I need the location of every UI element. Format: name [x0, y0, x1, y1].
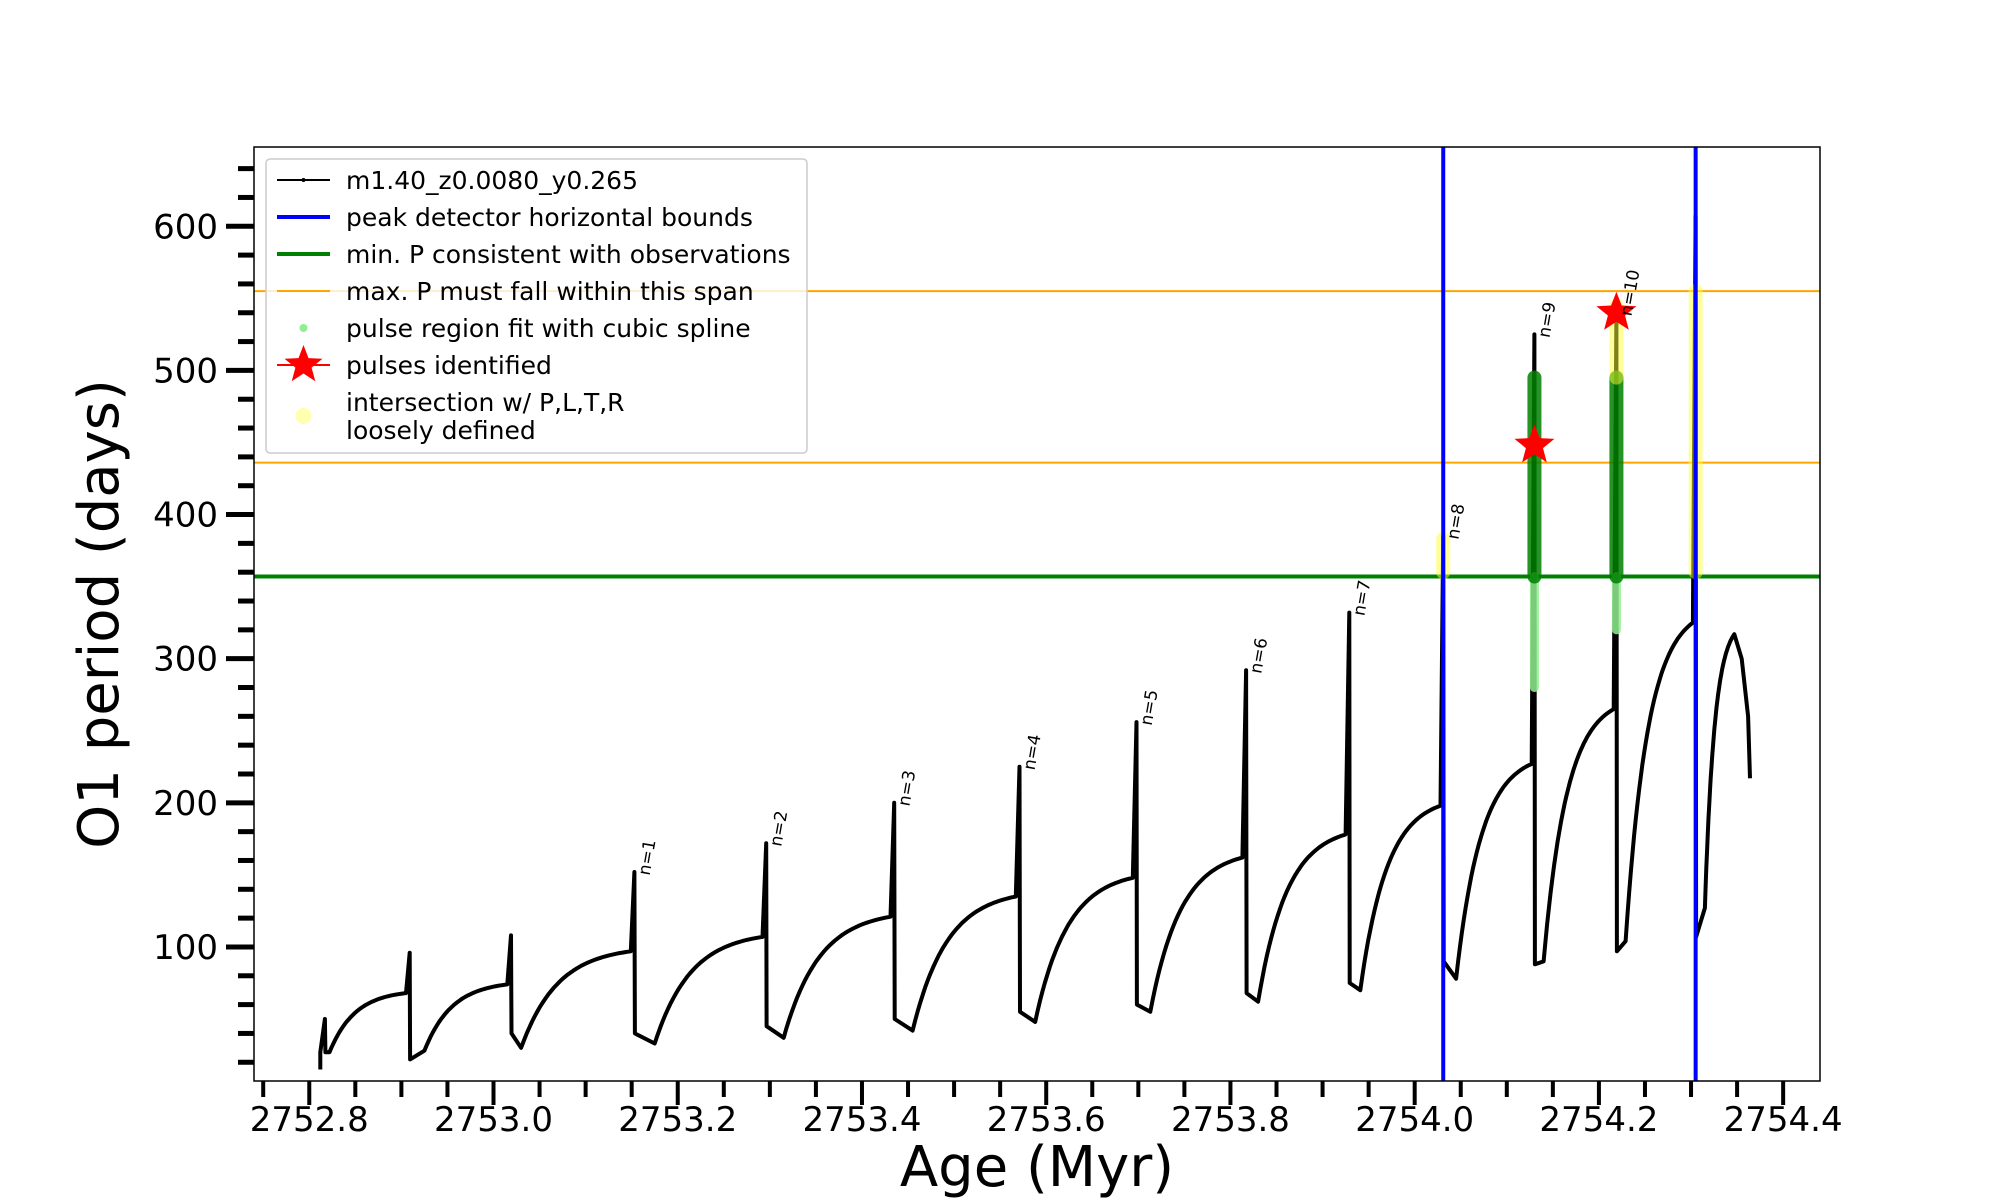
- x-tick-label: 2754.4: [1724, 1100, 1843, 1140]
- y-tick-label: 600: [153, 207, 218, 247]
- x-tick-label: 2753.2: [618, 1100, 737, 1140]
- plot-frame: [253, 146, 1821, 1082]
- legend-label: intersection w/ P,L,T,R: [346, 388, 625, 417]
- legend-label: m1.40_z0.0080_y0.265: [346, 166, 638, 195]
- pulse-star-1: [1596, 291, 1637, 330]
- x-tick-label: 2753.6: [987, 1100, 1106, 1140]
- y-tick-label: 300: [153, 640, 218, 680]
- y-tick-label: 500: [153, 351, 218, 391]
- y-tick-label: 100: [153, 928, 218, 968]
- x-tick-label: 2753.8: [1171, 1100, 1290, 1140]
- x-tick-label: 2753.0: [434, 1100, 553, 1140]
- y-axis-label: O1 period (days): [67, 379, 132, 849]
- legend-marker: [301, 178, 306, 182]
- legend-label: max. P must fall within this span: [346, 277, 754, 306]
- legend-label: min. P consistent with observations: [346, 240, 791, 269]
- legend-label: pulses identified: [346, 351, 552, 380]
- x-tick-label: 2753.4: [802, 1100, 921, 1140]
- legend-box: [265, 158, 808, 454]
- x-tick-label: 2754.0: [1355, 1100, 1474, 1140]
- x-axis-label: Age (Myr): [900, 1135, 1174, 1200]
- pulse-star-0: [1514, 424, 1555, 463]
- y-tick-label: 200: [153, 784, 218, 824]
- legend-swatch-dot: [299, 324, 308, 332]
- legend-label: peak detector horizontal bounds: [346, 203, 753, 232]
- x-tick-label: 2754.2: [1539, 1100, 1658, 1140]
- legend-star-icon: [284, 345, 323, 382]
- legend-label: pulse region fit with cubic spline: [346, 314, 751, 343]
- series-track-line: [318, 214, 1752, 1070]
- x-tick-label: 2752.8: [250, 1100, 369, 1140]
- y-tick-label: 400: [153, 496, 218, 536]
- legend-label: loosely defined: [346, 416, 536, 445]
- legend-swatch-circle: [295, 408, 312, 424]
